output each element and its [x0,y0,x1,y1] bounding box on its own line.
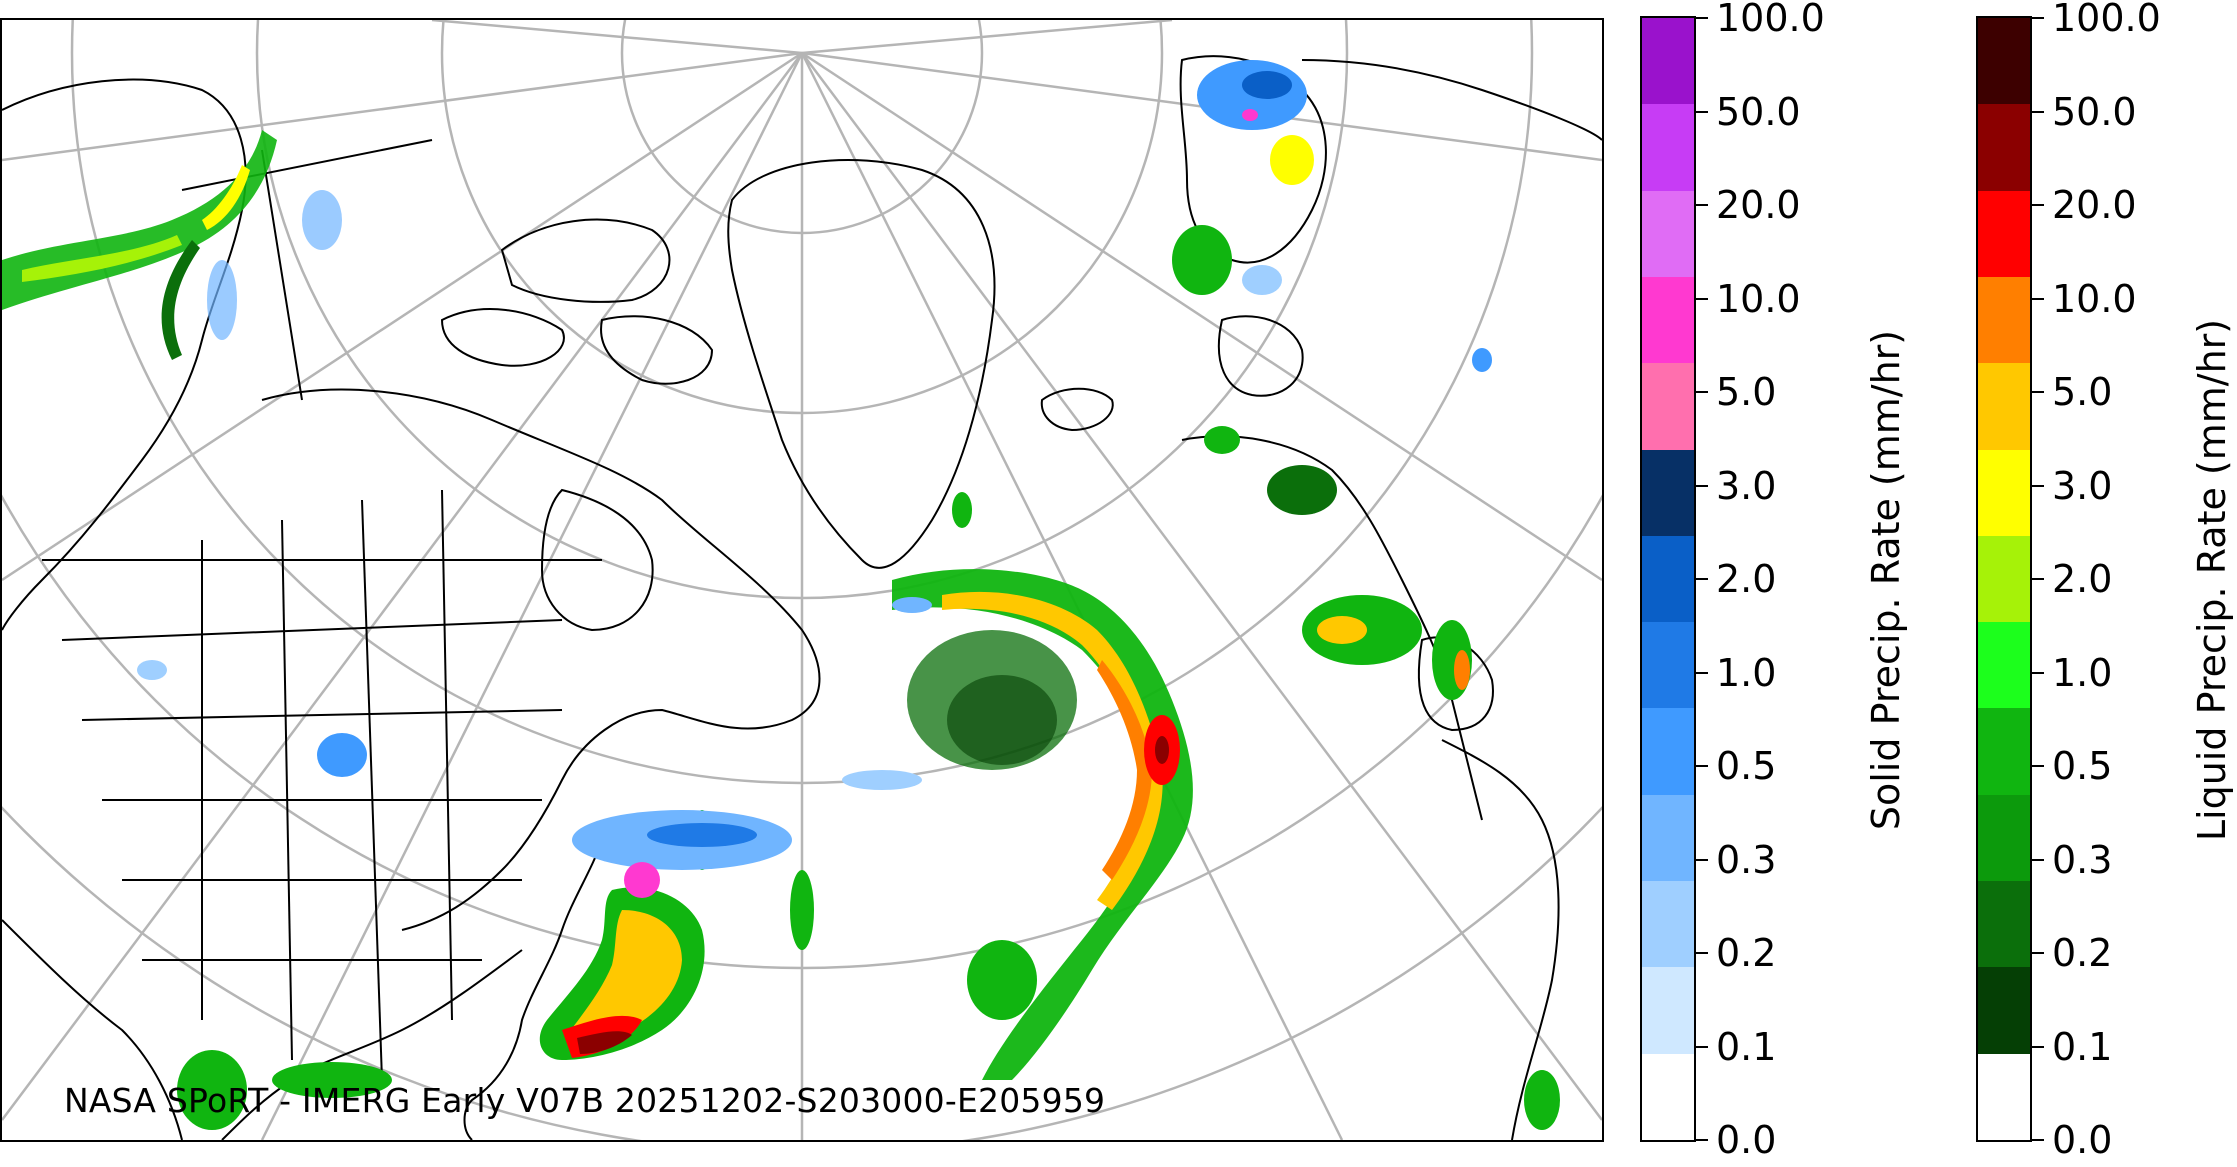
solid-colorbar-segment [1642,104,1694,191]
solid-colorbar-segment [1642,881,1694,968]
solid-tick-label: 0.1 [1716,1024,1777,1069]
solid-tick-label: 5.0 [1716,370,1777,414]
liquid-colorbar-segment [1978,104,2030,191]
solid-colorbar-segment [1642,17,1694,105]
liquid-tick-label: 0.0 [2052,1118,2113,1162]
liquid-tick-mark [2032,110,2044,113]
liquid-tick-mark [2032,484,2044,487]
liquid-tick-label: 10.0 [2052,276,2137,321]
liquid-tick-label: 100.0 [2052,0,2161,40]
solid-tick-label: 10.0 [1716,276,1801,321]
map-canvas [2,20,1602,1140]
liquid-colorbar-segment [1978,967,2030,1054]
liquid-tick-label: 50.0 [2052,89,2137,134]
liquid-colorbar-segment [1978,622,2030,709]
solid-precip-colorbar [1640,16,1696,1142]
solid-colorbar-segment [1642,276,1694,364]
solid-tick-mark [1696,110,1708,113]
solid-precip-bands [137,60,1492,898]
solid-tick-mark [1696,484,1708,487]
solid-tick-label: 3.0 [1716,463,1777,508]
liquid-tick-mark [2032,391,2044,393]
solid-colorbar-segment [1642,794,1694,882]
liquid-tick-label: 2.0 [2052,557,2113,601]
solid-tick-label: 0.2 [1716,931,1777,975]
solid-tick-mark [1696,17,1708,19]
liquid-tick-label: 0.5 [2052,744,2113,788]
liquid-tick-label: 0.3 [2052,837,2113,882]
solid-colorbar-segment [1642,622,1694,709]
solid-colorbar-segment [1642,363,1694,450]
liquid-colorbar-segment [1978,449,2030,536]
liquid-tick-mark [2032,1045,2044,1048]
liquid-colorbar-segment [1978,17,2030,105]
solid-tick-label: 2.0 [1716,557,1777,601]
solid-colorbar-title: Solid Precip. Rate (mm/hr) [1864,329,1908,831]
liquid-tick-label: 20.0 [2052,183,2137,227]
solid-colorbar-segment [1642,535,1694,623]
solid-tick-mark [1696,765,1708,767]
liquid-colorbar-segment [1978,363,2030,450]
liquid-tick-mark [2032,17,2044,19]
solid-tick-label: 100.0 [1716,0,1825,40]
liquid-tick-mark [2032,1139,2044,1141]
solid-tick-mark [1696,391,1708,393]
solid-tick-label: 50.0 [1716,89,1801,134]
solid-tick-label: 1.0 [1716,650,1777,695]
liquid-precip-bands [2,130,1560,1130]
coastlines [2,55,1602,1140]
solid-colorbar-segment [1642,190,1694,277]
liquid-tick-mark [2032,578,2044,580]
liquid-tick-mark [2032,765,2044,767]
solid-colorbar-segment [1642,708,1694,795]
liquid-colorbar-segment [1978,190,2030,277]
solid-tick-mark [1696,1045,1708,1048]
liquid-colorbar-segment [1978,1053,2030,1140]
liquid-tick-label: 1.0 [2052,650,2113,695]
liquid-tick-mark [2032,671,2044,674]
solid-tick-mark [1696,858,1708,861]
liquid-tick-label: 0.2 [2052,931,2113,975]
liquid-tick-mark [2032,297,2044,300]
solid-colorbar-segment [1642,967,1694,1054]
liquid-colorbar-title: Liquid Precip. Rate (mm/hr) [2190,318,2234,842]
solid-colorbar-segment [1642,449,1694,536]
liquid-colorbar-segment [1978,708,2030,795]
solid-tick-label: 0.5 [1716,744,1777,788]
solid-tick-mark [1696,204,1708,206]
solid-tick-mark [1696,297,1708,300]
liquid-tick-mark [2032,204,2044,206]
liquid-colorbar-segment [1978,794,2030,882]
solid-tick-label: 20.0 [1716,183,1801,227]
liquid-tick-mark [2032,858,2044,861]
liquid-precip-colorbar [1976,16,2032,1142]
solid-colorbar-segment [1642,1053,1694,1140]
liquid-tick-label: 5.0 [2052,370,2113,414]
solid-tick-mark [1696,1139,1708,1141]
liquid-tick-label: 3.0 [2052,463,2113,508]
liquid-tick-mark [2032,952,2044,954]
liquid-colorbar-segment [1978,535,2030,623]
precipitation-map: NASA SPoRT - IMERG Early V07B 20251202-S… [0,18,1604,1142]
solid-tick-mark [1696,671,1708,674]
liquid-tick-label: 0.1 [2052,1024,2113,1069]
solid-tick-label: 0.0 [1716,1118,1777,1162]
map-credit: NASA SPoRT - IMERG Early V07B 20251202-S… [64,1081,1106,1120]
liquid-colorbar-segment [1978,276,2030,364]
liquid-colorbar-segment [1978,881,2030,968]
solid-tick-label: 0.3 [1716,837,1777,882]
solid-tick-mark [1696,578,1708,580]
solid-tick-mark [1696,952,1708,954]
